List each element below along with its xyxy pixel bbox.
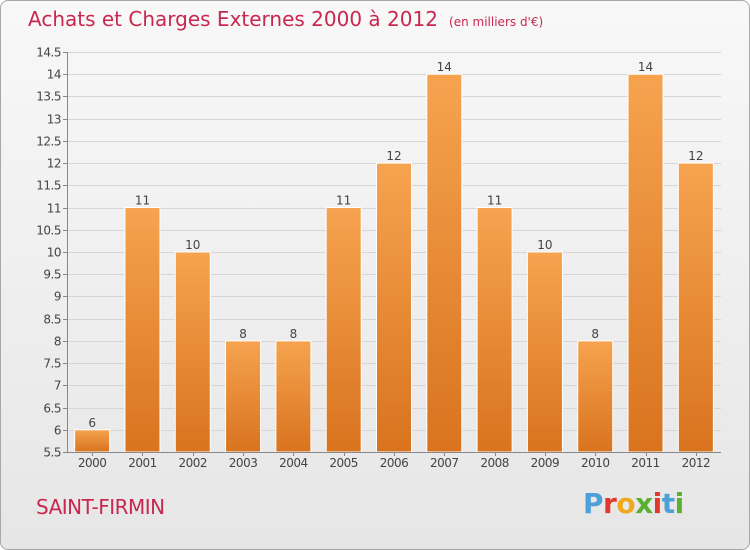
bar	[426, 73, 463, 453]
bar	[376, 162, 412, 453]
y-tick-label: 10	[47, 246, 61, 260]
brand-logo-letter: o	[616, 487, 636, 520]
data-label: 12	[386, 149, 401, 163]
bar	[174, 251, 211, 453]
bar	[225, 340, 262, 453]
x-tick-label: 2006	[380, 456, 409, 470]
x-tick-label: 2002	[178, 456, 207, 470]
y-tick-label: 6.5	[43, 402, 61, 416]
brand-logo-letter: P	[583, 487, 604, 520]
x-tick-label: 2007	[430, 456, 459, 470]
bars: 6 11 10 8 8 11 12 14 11 10 8 14 12	[74, 60, 714, 453]
y-tick-label: 9.5	[43, 268, 61, 282]
bar	[526, 251, 563, 453]
y-tick-label: 12	[47, 157, 61, 171]
bar	[476, 207, 513, 453]
commune-name: SAINT-FIRMIN	[36, 495, 165, 519]
x-tick-label: 2011	[631, 456, 660, 470]
bar	[74, 429, 111, 453]
y-tick-label: 7.5	[43, 357, 61, 371]
bar	[677, 162, 714, 453]
data-label: 10	[185, 238, 200, 252]
brand-logo-letter: i	[674, 487, 685, 520]
x-tick-label: 2003	[229, 456, 258, 470]
data-label: 14	[437, 60, 452, 74]
data-label: 6	[88, 416, 96, 430]
data-label: 11	[135, 194, 150, 208]
x-tick-label: 2008	[480, 456, 509, 470]
bar	[275, 340, 312, 453]
brand-logo-letter: x	[635, 487, 653, 520]
data-label: 12	[688, 149, 703, 163]
data-label: 8	[591, 327, 599, 341]
y-tick-label: 10.5	[36, 224, 61, 238]
brand-logo: Proxiti	[583, 487, 684, 520]
title-row: Achats et Charges Externes 2000 à 2012 (…	[28, 7, 543, 31]
x-tick-label: 2000	[78, 456, 107, 470]
data-label: 10	[537, 238, 552, 252]
y-tick-label: 8	[54, 335, 61, 349]
chart-title: Achats et Charges Externes 2000 à 2012	[28, 7, 438, 31]
brand-logo-letter: i	[652, 487, 663, 520]
chart-subtitle: (en milliers d'€)	[449, 15, 544, 29]
data-label: 8	[239, 327, 247, 341]
data-label: 14	[638, 60, 653, 74]
bar	[325, 207, 362, 453]
data-label: 11	[336, 194, 351, 208]
x-tick-label: 2001	[128, 456, 157, 470]
y-tick-label: 13	[47, 113, 61, 127]
brand-logo-letter: t	[661, 487, 675, 520]
x-tick-label: 2004	[279, 456, 308, 470]
y-tick-label: 11	[47, 202, 61, 216]
axes: 5.5 6 6.5 7 7.5 8 8.5 9 9.5 10 10.5 11 11.5 12 12.5 13 1…	[36, 46, 721, 470]
y-tick-label: 14.5	[36, 46, 61, 60]
bar	[124, 207, 161, 453]
y-tick-label: 11.5	[36, 179, 61, 193]
data-label: 11	[487, 194, 502, 208]
bar	[577, 340, 614, 453]
y-tick-label: 14	[47, 68, 61, 82]
y-tick-label: 7	[54, 379, 61, 393]
brand-logo-letter: r	[603, 487, 617, 520]
x-tick-label: 2010	[581, 456, 610, 470]
y-tick-label: 12.5	[36, 135, 61, 149]
y-tick-label: 9	[54, 290, 61, 304]
y-tick-label: 6	[54, 424, 61, 438]
y-tick-label: 8.5	[43, 313, 61, 327]
x-tick-label: 2005	[329, 456, 358, 470]
bar	[627, 73, 664, 453]
y-tick-label: 5.5	[43, 446, 61, 460]
x-tick-label: 2012	[682, 456, 711, 470]
data-label: 8	[290, 327, 298, 341]
y-tick-label: 13.5	[36, 90, 61, 104]
x-tick-label: 2009	[531, 456, 560, 470]
